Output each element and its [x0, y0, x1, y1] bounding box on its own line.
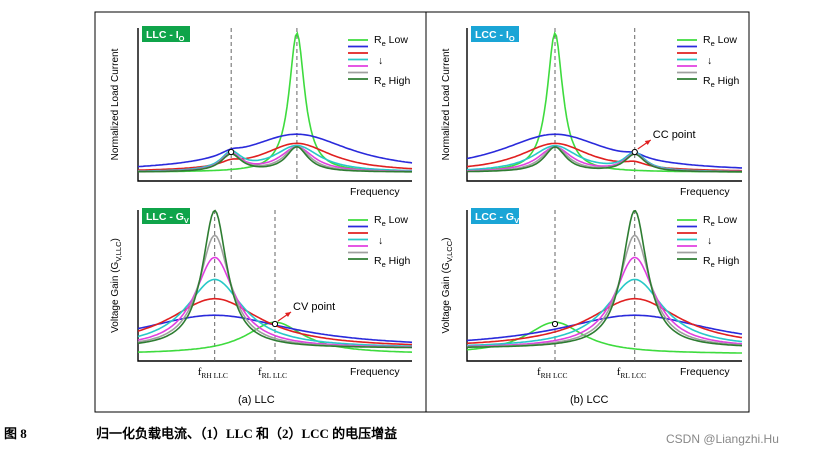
series-line-2: [466, 133, 742, 169]
legend-arrow: ↓: [378, 55, 383, 67]
subcaption-b: (b) LCC: [570, 394, 609, 406]
panel-title: LCC - IO: [475, 29, 515, 43]
axis-lines: [137, 28, 412, 182]
legend-low-label: Re Low: [703, 214, 737, 228]
legend-arrow: ↓: [707, 235, 712, 247]
annotation-arrowhead: [644, 140, 651, 145]
legend-high-label: Re High: [374, 255, 410, 269]
x-axis-label: Frequency: [680, 366, 730, 378]
series-line-4: [137, 278, 412, 348]
legend-arrow: ↓: [707, 55, 712, 67]
axis-lines: [466, 210, 742, 362]
legend-high-label: Re High: [703, 75, 739, 89]
annotation-arrowhead: [285, 312, 291, 317]
panel-lcc-voltage-gain: LCC - GV Voltage Gain (GV,LCC) Frequency Re…: [441, 208, 743, 380]
tick-label-f-rl: fRL LLC: [258, 366, 287, 380]
panel-tag-box: [142, 208, 190, 224]
y-axis-label: Voltage Gain (GV,LCC): [441, 238, 454, 334]
series-line-4: [467, 278, 743, 347]
panel-title: LLC - GV: [146, 211, 189, 225]
legend-low-label: Re Low: [374, 214, 408, 228]
figure-caption: 归一化负载电流、（1）LLC 和（2）LCC 的电压增益: [96, 426, 397, 441]
x-axis-label: Frequency: [680, 186, 730, 198]
panel-llc-voltage-gain: LLC - GV Voltage Gain (GV,LLC) Frequency Re…: [110, 208, 413, 380]
legend-high-label: Re High: [374, 75, 410, 89]
series-line-3: [137, 142, 413, 171]
series-line-5: [467, 256, 743, 348]
annotation-label: CC point: [653, 129, 696, 141]
y-axis-label: Normalized Load Current: [441, 48, 452, 160]
legend-low-label: Re Low: [703, 34, 737, 48]
x-axis-label: Frequency: [350, 366, 400, 378]
figure-number: 图 8: [4, 426, 27, 441]
tick-label-f-rh: fRH LCC: [537, 366, 568, 380]
panel-lcc-load-current: LCC - IO Normalized Load Current Frequency…: [441, 26, 743, 198]
watermark: CSDN @Liangzhi.Hu: [666, 432, 779, 446]
series-line-7: [138, 145, 412, 173]
annotation-label: CV point: [293, 301, 335, 313]
tick-label-f-rl: fRL LCC: [617, 366, 646, 380]
crossing-point: [631, 148, 638, 156]
panel-tag-box: [142, 26, 190, 42]
panel-tag-box: [471, 208, 519, 224]
panel-tag-box: [471, 26, 519, 42]
legend-high-label: Re High: [703, 255, 739, 269]
y-axis-label: Voltage Gain (GV,LLC): [110, 238, 123, 333]
axis-lines: [466, 28, 742, 182]
crossing-point: [228, 148, 235, 156]
series-line-2: [137, 133, 413, 168]
crossing-point: [551, 320, 559, 328]
series-line-3: [466, 142, 742, 172]
subcaption-a: (a) LLC: [238, 394, 275, 406]
figure-frame: [94, 11, 750, 413]
legend-low-label: Re Low: [374, 34, 408, 48]
series-line-7: [466, 146, 742, 173]
panel-title: LLC - IO: [146, 29, 185, 43]
series-line-6: [467, 234, 743, 348]
panel-title: LCC - GV: [475, 211, 519, 225]
axis-lines: [137, 210, 412, 362]
series-line-1: [138, 31, 412, 173]
legend-arrow: ↓: [378, 235, 383, 247]
series-line-7: [137, 209, 412, 349]
series-line-1: [466, 321, 742, 354]
tick-label-f-rh: fRH LLC: [198, 366, 228, 380]
series-line-7: [467, 209, 743, 349]
series-line-1: [467, 31, 743, 173]
y-axis-label: Normalized Load Current: [110, 48, 121, 160]
x-axis-label: Frequency: [350, 186, 400, 198]
panel-llc-load-current: LLC - IO Normalized Load Current Frequency…: [110, 26, 413, 198]
crossing-point: [271, 320, 279, 328]
